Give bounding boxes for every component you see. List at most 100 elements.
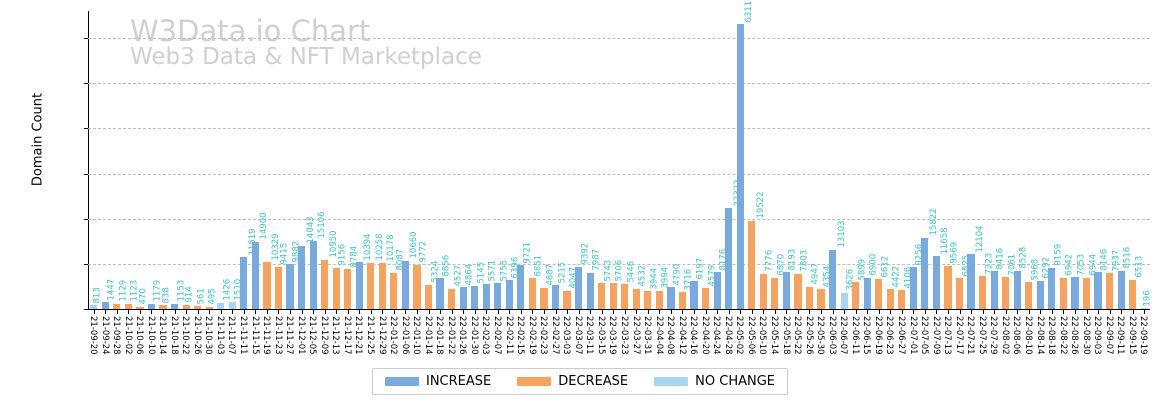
bar[interactable]: 6513 [1129,256,1144,309]
legend-item-no-change[interactable]: NO CHANGE [654,374,775,389]
bar[interactable]: 6825 [955,255,971,309]
bar[interactable]: 1153 [170,280,186,309]
bar[interactable]: 11658 [932,227,950,309]
bar[interactable]: 470 [136,289,149,309]
bar[interactable]: 7803 [794,250,809,309]
bar[interactable]: 6197 [690,257,705,309]
bar[interactable]: 14043 [297,217,316,309]
bar[interactable]: 7937 [1106,250,1121,309]
bar[interactable]: 4947 [805,263,821,309]
bar[interactable]: 10178 [378,234,396,309]
bar[interactable]: 4790 [667,264,682,309]
bar[interactable]: 8784 [344,246,359,309]
x-tick-label: 22-09-07 [1103,316,1114,355]
bar[interactable]: 9721 [517,241,532,309]
bar[interactable]: 19522 [748,192,766,309]
bar[interactable]: 4687 [540,264,555,309]
bar[interactable]: 3626 [840,269,855,309]
bar[interactable]: 6292 [1036,257,1052,309]
bar[interactable]: 9882 [286,241,301,309]
bar[interactable]: 22322 [725,179,743,309]
bar[interactable]: 5571 [482,260,498,309]
legend-item-increase[interactable]: INCREASE [384,374,491,389]
bar[interactable]: 9156 [332,244,347,309]
bar[interactable]: 14900 [251,213,269,309]
bar[interactable]: 8516 [1117,247,1132,309]
bar[interactable]: 13103 [828,221,847,309]
bar[interactable]: 8087 [390,249,405,309]
bar[interactable]: 9772 [413,241,428,309]
bar[interactable]: 561 [194,288,206,309]
bar[interactable]: 8176 [713,248,728,309]
bar[interactable]: 6942 [1059,254,1075,309]
bar[interactable]: 10660 [401,232,419,309]
bar[interactable]: 6870 [771,254,786,309]
bar[interactable]: 5215 [551,262,567,309]
bar[interactable]: 1129 [113,280,128,309]
x-tick-label: 22-07-25 [976,316,987,355]
bar[interactable]: 4579 [701,265,717,309]
bar[interactable]: 8528 [1013,247,1029,309]
bar[interactable]: 5968 [1025,258,1040,309]
bar[interactable]: 5145 [471,262,486,309]
bar[interactable]: 5446 [621,261,636,309]
bar[interactable]: 5706 [609,260,625,309]
bar[interactable]: 7223 [979,253,994,309]
bar[interactable]: 4422 [886,265,902,309]
bar[interactable]: 7987 [586,249,601,309]
bar[interactable]: 3716 [678,269,694,309]
bar[interactable]: 6851 [528,254,544,309]
bar[interactable]: 1179 [147,280,163,309]
bar[interactable]: 6944 [1082,254,1098,309]
legend-item-decrease[interactable]: DECREASE [517,374,628,389]
bar[interactable]: 1426 [217,279,232,309]
bar[interactable]: 15106 [309,212,327,309]
bar[interactable]: 8416 [990,247,1005,309]
bar[interactable]: 3944 [644,268,659,309]
bar[interactable]: 4527 [448,265,463,309]
bar[interactable]: 12104 [967,225,985,309]
bar[interactable]: 11519 [240,228,258,309]
bar[interactable]: 4354 [817,266,832,309]
bar[interactable]: 9392 [575,243,590,309]
bar[interactable]: 1123 [124,280,140,309]
bar[interactable]: 495 [205,289,218,309]
bar[interactable]: 4864 [459,263,474,309]
bar[interactable]: 9569 [944,242,959,309]
bar[interactable]: 4047 [563,267,578,309]
bar[interactable]: 10329 [263,233,281,309]
bar[interactable]: 6396 [505,256,521,309]
bar[interactable]: 10394 [355,233,373,309]
bar[interactable]: 63111 [736,0,754,309]
bar[interactable]: 9256 [909,244,925,309]
bar[interactable]: 8146 [1094,249,1109,309]
bar[interactable]: 1447 [101,279,117,309]
bar[interactable]: 4532 [632,265,648,309]
bar[interactable]: 4106 [898,267,913,309]
bar[interactable]: 7776 [759,250,775,309]
x-tick-label: 22-03-19 [607,316,618,355]
bar[interactable]: 5324 [424,261,440,309]
bar[interactable]: 6612 [875,256,890,309]
bar[interactable]: 5743 [598,259,613,309]
bar[interactable]: 7061 [1002,253,1017,309]
bar[interactable]: 3994 [655,267,671,309]
bar[interactable]: 6900 [863,254,878,309]
bar[interactable]: 838 [159,287,172,309]
bar[interactable]: 8193 [782,248,798,309]
bar[interactable]: 7053 [1071,254,1086,309]
bar[interactable]: 9415 [274,243,290,309]
x-tick-label: 22-07-13 [942,316,953,355]
bar[interactable]: 196 [1140,290,1153,309]
y-tick-mark [84,263,88,265]
bar[interactable]: 9159 [1048,244,1063,309]
bar[interactable]: 914 [182,287,195,309]
bar[interactable]: 5899 [852,259,867,309]
bar[interactable]: 813 [90,287,102,309]
bar[interactable]: 15822 [921,209,939,309]
bar[interactable]: 10950 [321,231,339,309]
bar[interactable]: 1510 [228,279,244,309]
bar[interactable]: 5755 [494,259,509,309]
bar[interactable]: 6856 [436,254,451,309]
bar[interactable]: 10258 [367,234,385,309]
